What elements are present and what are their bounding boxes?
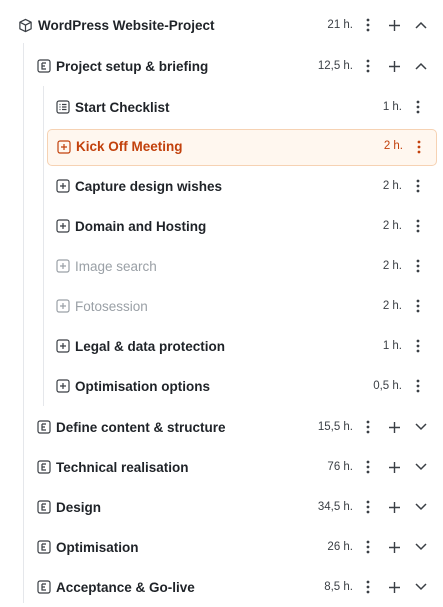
plus-square-icon bbox=[55, 258, 71, 274]
task-row[interactable]: Start Checklist 1 h. bbox=[0, 87, 443, 127]
phase-icon bbox=[36, 539, 52, 555]
project-hours: 21 h. bbox=[327, 19, 353, 31]
phase-more-icon[interactable] bbox=[358, 417, 378, 437]
task-hours: 1 h. bbox=[382, 340, 402, 352]
phase-add-icon[interactable] bbox=[384, 497, 404, 517]
project-row[interactable]: WordPress Website-Project 21 h. bbox=[0, 5, 443, 45]
phase-hours: 26 h. bbox=[327, 541, 353, 553]
phase-add-icon[interactable] bbox=[384, 417, 404, 437]
task-label: Optimisation options bbox=[75, 378, 210, 394]
plus-square-icon bbox=[55, 338, 71, 354]
phase-add-icon[interactable] bbox=[384, 577, 404, 597]
task-more-icon[interactable] bbox=[408, 376, 428, 396]
task-label: Domain and Hosting bbox=[75, 218, 207, 234]
checklist-icon bbox=[55, 99, 71, 115]
phase-hours: 34,5 h. bbox=[317, 501, 353, 513]
task-more-icon[interactable] bbox=[408, 296, 428, 316]
task-hours: 2 h. bbox=[382, 300, 402, 312]
task-row-muted[interactable]: Image search 2 h. bbox=[0, 246, 443, 286]
phase-icon bbox=[36, 459, 52, 475]
task-hours: 2 h. bbox=[382, 220, 402, 232]
phase-title: Define content & structure bbox=[56, 419, 226, 435]
phase-hours: 15,5 h. bbox=[317, 421, 353, 433]
task-hours: 0,5 h. bbox=[373, 380, 402, 392]
phase-expand-icon[interactable] bbox=[411, 417, 431, 437]
task-more-icon[interactable] bbox=[408, 256, 428, 276]
phase-hours: 12,5 h. bbox=[317, 60, 353, 72]
task-more-icon[interactable] bbox=[408, 336, 428, 356]
task-row[interactable]: Optimisation options 0,5 h. bbox=[0, 366, 443, 406]
project-title: WordPress Website-Project bbox=[38, 17, 215, 33]
task-label: Image search bbox=[75, 258, 157, 274]
task-label: Fotosession bbox=[75, 298, 148, 314]
phase-icon bbox=[36, 499, 52, 515]
task-hours: 2 h. bbox=[383, 140, 403, 152]
phase-collapse-icon[interactable] bbox=[411, 56, 431, 76]
phase-title: Acceptance & Go-live bbox=[56, 579, 195, 595]
task-label: Start Checklist bbox=[75, 99, 170, 115]
task-row[interactable]: Domain and Hosting 2 h. bbox=[0, 206, 443, 246]
plus-square-icon bbox=[55, 378, 71, 394]
phase-expand-icon[interactable] bbox=[411, 577, 431, 597]
phase-row-setup[interactable]: Project setup & briefing 12,5 h. bbox=[0, 46, 443, 86]
task-more-icon[interactable] bbox=[408, 176, 428, 196]
phase-row-acceptance[interactable]: Acceptance & Go-live 8,5 h. bbox=[0, 567, 443, 607]
project-collapse-icon[interactable] bbox=[411, 15, 431, 35]
phase-more-icon[interactable] bbox=[358, 497, 378, 517]
phase-more-icon[interactable] bbox=[358, 56, 378, 76]
task-hours: 2 h. bbox=[382, 260, 402, 272]
phase-more-icon[interactable] bbox=[358, 577, 378, 597]
phase-expand-icon[interactable] bbox=[411, 537, 431, 557]
phase-title: Technical realisation bbox=[56, 459, 189, 475]
phase-icon bbox=[36, 419, 52, 435]
task-more-icon[interactable] bbox=[408, 216, 428, 236]
task-hours: 1 h. bbox=[382, 101, 402, 113]
plus-square-icon bbox=[56, 139, 72, 155]
phase-more-icon[interactable] bbox=[358, 457, 378, 477]
phase-hours: 76 h. bbox=[327, 461, 353, 473]
phase-row-technical[interactable]: Technical realisation 76 h. bbox=[0, 447, 443, 487]
phase-row-design[interactable]: Design 34,5 h. bbox=[0, 487, 443, 527]
task-row-muted[interactable]: Fotosession 2 h. bbox=[0, 286, 443, 326]
phase-add-icon[interactable] bbox=[384, 537, 404, 557]
phase-icon bbox=[36, 58, 52, 74]
task-row[interactable]: Capture design wishes 2 h. bbox=[0, 166, 443, 206]
phase-expand-icon[interactable] bbox=[411, 457, 431, 477]
phase-more-icon[interactable] bbox=[358, 537, 378, 557]
task-label: Legal & data protection bbox=[75, 338, 226, 354]
phase-title: Project setup & briefing bbox=[56, 58, 209, 74]
phase-add-icon[interactable] bbox=[384, 56, 404, 76]
tree-guide-level-2 bbox=[43, 86, 44, 406]
phase-row-content[interactable]: Define content & structure 15,5 h. bbox=[0, 407, 443, 447]
phase-hours: 8,5 h. bbox=[324, 581, 353, 593]
phase-icon bbox=[36, 579, 52, 595]
phase-title: Optimisation bbox=[56, 539, 139, 555]
project-add-icon[interactable] bbox=[384, 15, 404, 35]
task-label: Capture design wishes bbox=[75, 178, 223, 194]
plus-square-icon bbox=[55, 218, 71, 234]
phase-add-icon[interactable] bbox=[384, 457, 404, 477]
cube-icon bbox=[17, 17, 33, 33]
project-more-icon[interactable] bbox=[358, 15, 378, 35]
task-label: Kick Off Meeting bbox=[76, 139, 183, 154]
task-more-icon[interactable] bbox=[409, 137, 429, 157]
task-more-icon[interactable] bbox=[408, 97, 428, 117]
task-row[interactable]: Legal & data protection 1 h. bbox=[0, 326, 443, 366]
phase-expand-icon[interactable] bbox=[411, 497, 431, 517]
task-row-active[interactable]: Kick Off Meeting 2 h. bbox=[47, 129, 437, 166]
phase-title: Design bbox=[56, 499, 102, 515]
task-hours: 2 h. bbox=[382, 180, 402, 192]
tree-guide-level-1 bbox=[23, 43, 24, 603]
plus-square-icon bbox=[55, 178, 71, 194]
phase-row-optimisation[interactable]: Optimisation 26 h. bbox=[0, 527, 443, 567]
plus-square-icon bbox=[55, 298, 71, 314]
